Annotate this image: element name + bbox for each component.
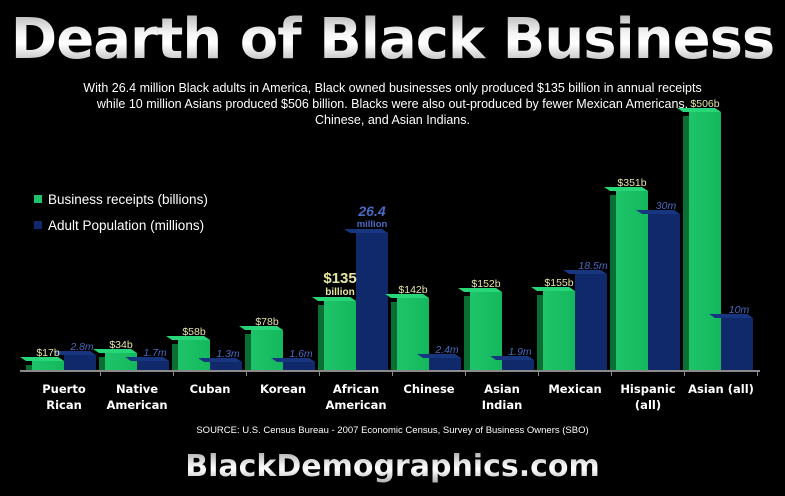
category-label: Korean [259,382,307,396]
bar-side [26,365,32,370]
bar-receipts [239,326,283,370]
axis-tick [100,371,101,376]
bar-receipts [604,187,648,370]
axis-tick [538,371,539,376]
legend: Business receipts (billions) Adult Popul… [34,186,208,238]
bar-receipts [166,336,210,370]
bar-population [490,356,534,370]
category-label: Native American [106,382,168,412]
legend-item-population: Adult Population (millions) [34,212,208,238]
value-label-receipts: $351b [617,177,647,190]
bar-population [344,229,388,370]
value-label-receipts: $142b [398,283,428,296]
bar-side [391,301,397,370]
value-label-population: 1.3m [216,348,240,360]
bar-receipts [385,293,429,370]
value-label-receipts: $152b [471,278,501,291]
category-label: Chinese [403,382,455,396]
value-label-receipts: $155b [544,276,574,289]
green-swatch-icon [34,195,42,203]
value-label-population: 1.9m [508,346,532,359]
bar-receipts [677,108,721,370]
value-label-population: 1.7m [143,347,167,360]
category-label: Hispanic (all) [620,382,676,412]
blue-swatch-icon [34,221,42,229]
value-label-receipts: $78b [255,316,279,329]
bar-population [125,357,169,370]
legend-item-receipts: Business receipts (billions) [34,186,208,212]
bar-population [198,358,242,370]
bar-population [52,351,96,370]
category-label: Puerto Rican [42,382,86,412]
axis-tick [319,371,320,376]
bar-side [464,296,470,370]
bar-side [610,195,616,370]
bar-receipts [20,357,64,370]
bar-population [709,314,753,370]
highlight-receipts-label: $135 billion [323,270,357,299]
category-label: African American [325,382,387,412]
axis-tick [392,371,393,376]
legend-label: Adult Population (millions) [48,217,205,233]
category-label: Cuban [189,382,231,396]
bar-population [563,269,607,370]
value-label-receipts: $506b [690,98,720,110]
axis-tick [684,371,685,376]
axis-tick [173,371,174,376]
value-label-population: 2.4m [435,343,459,356]
bar-receipts [312,297,356,370]
value-label-receipts: $34b [109,338,133,351]
bar-receipts [93,348,137,370]
bar-side [172,344,178,370]
value-label-receipts: $17b [36,347,60,360]
value-label-population: 1.6m [289,347,313,360]
bar-side [99,356,105,370]
category-label: Asian Indian [481,382,523,412]
bar-receipts [531,286,575,370]
brand-watermark: BlackDemographics.com [0,445,785,489]
highlight-population-label: 26.4 million [356,203,388,230]
bar-population [417,353,461,370]
axis-tick [465,371,466,376]
bar-side [683,116,689,370]
axis-tick [611,371,612,376]
x-axis [20,370,760,372]
category-label: Mexican [548,382,602,396]
category-label: Asian (all) [688,382,754,396]
bar-side [245,334,251,370]
chart-title: Dearth of Black Business [0,4,785,76]
legend-label: Business receipts (billions) [48,191,208,207]
chart-subtitle: With 26.4 million Black adults in Americ… [83,81,702,127]
source-note: SOURCE: U.S. Census Bureau - 2007 Econom… [196,425,589,436]
value-label-population: 10m [728,304,750,317]
value-label-population: 18.5m [578,259,608,272]
axis-tick [246,371,247,376]
value-label-population: 2.8m [70,341,94,354]
axis-tick [757,371,758,376]
value-label-population: 30m [655,200,677,213]
bar-population [271,357,315,370]
bar-population [636,210,680,370]
bar-side [318,305,324,370]
value-label-receipts: $58b [182,326,206,339]
bar-side [537,294,543,370]
